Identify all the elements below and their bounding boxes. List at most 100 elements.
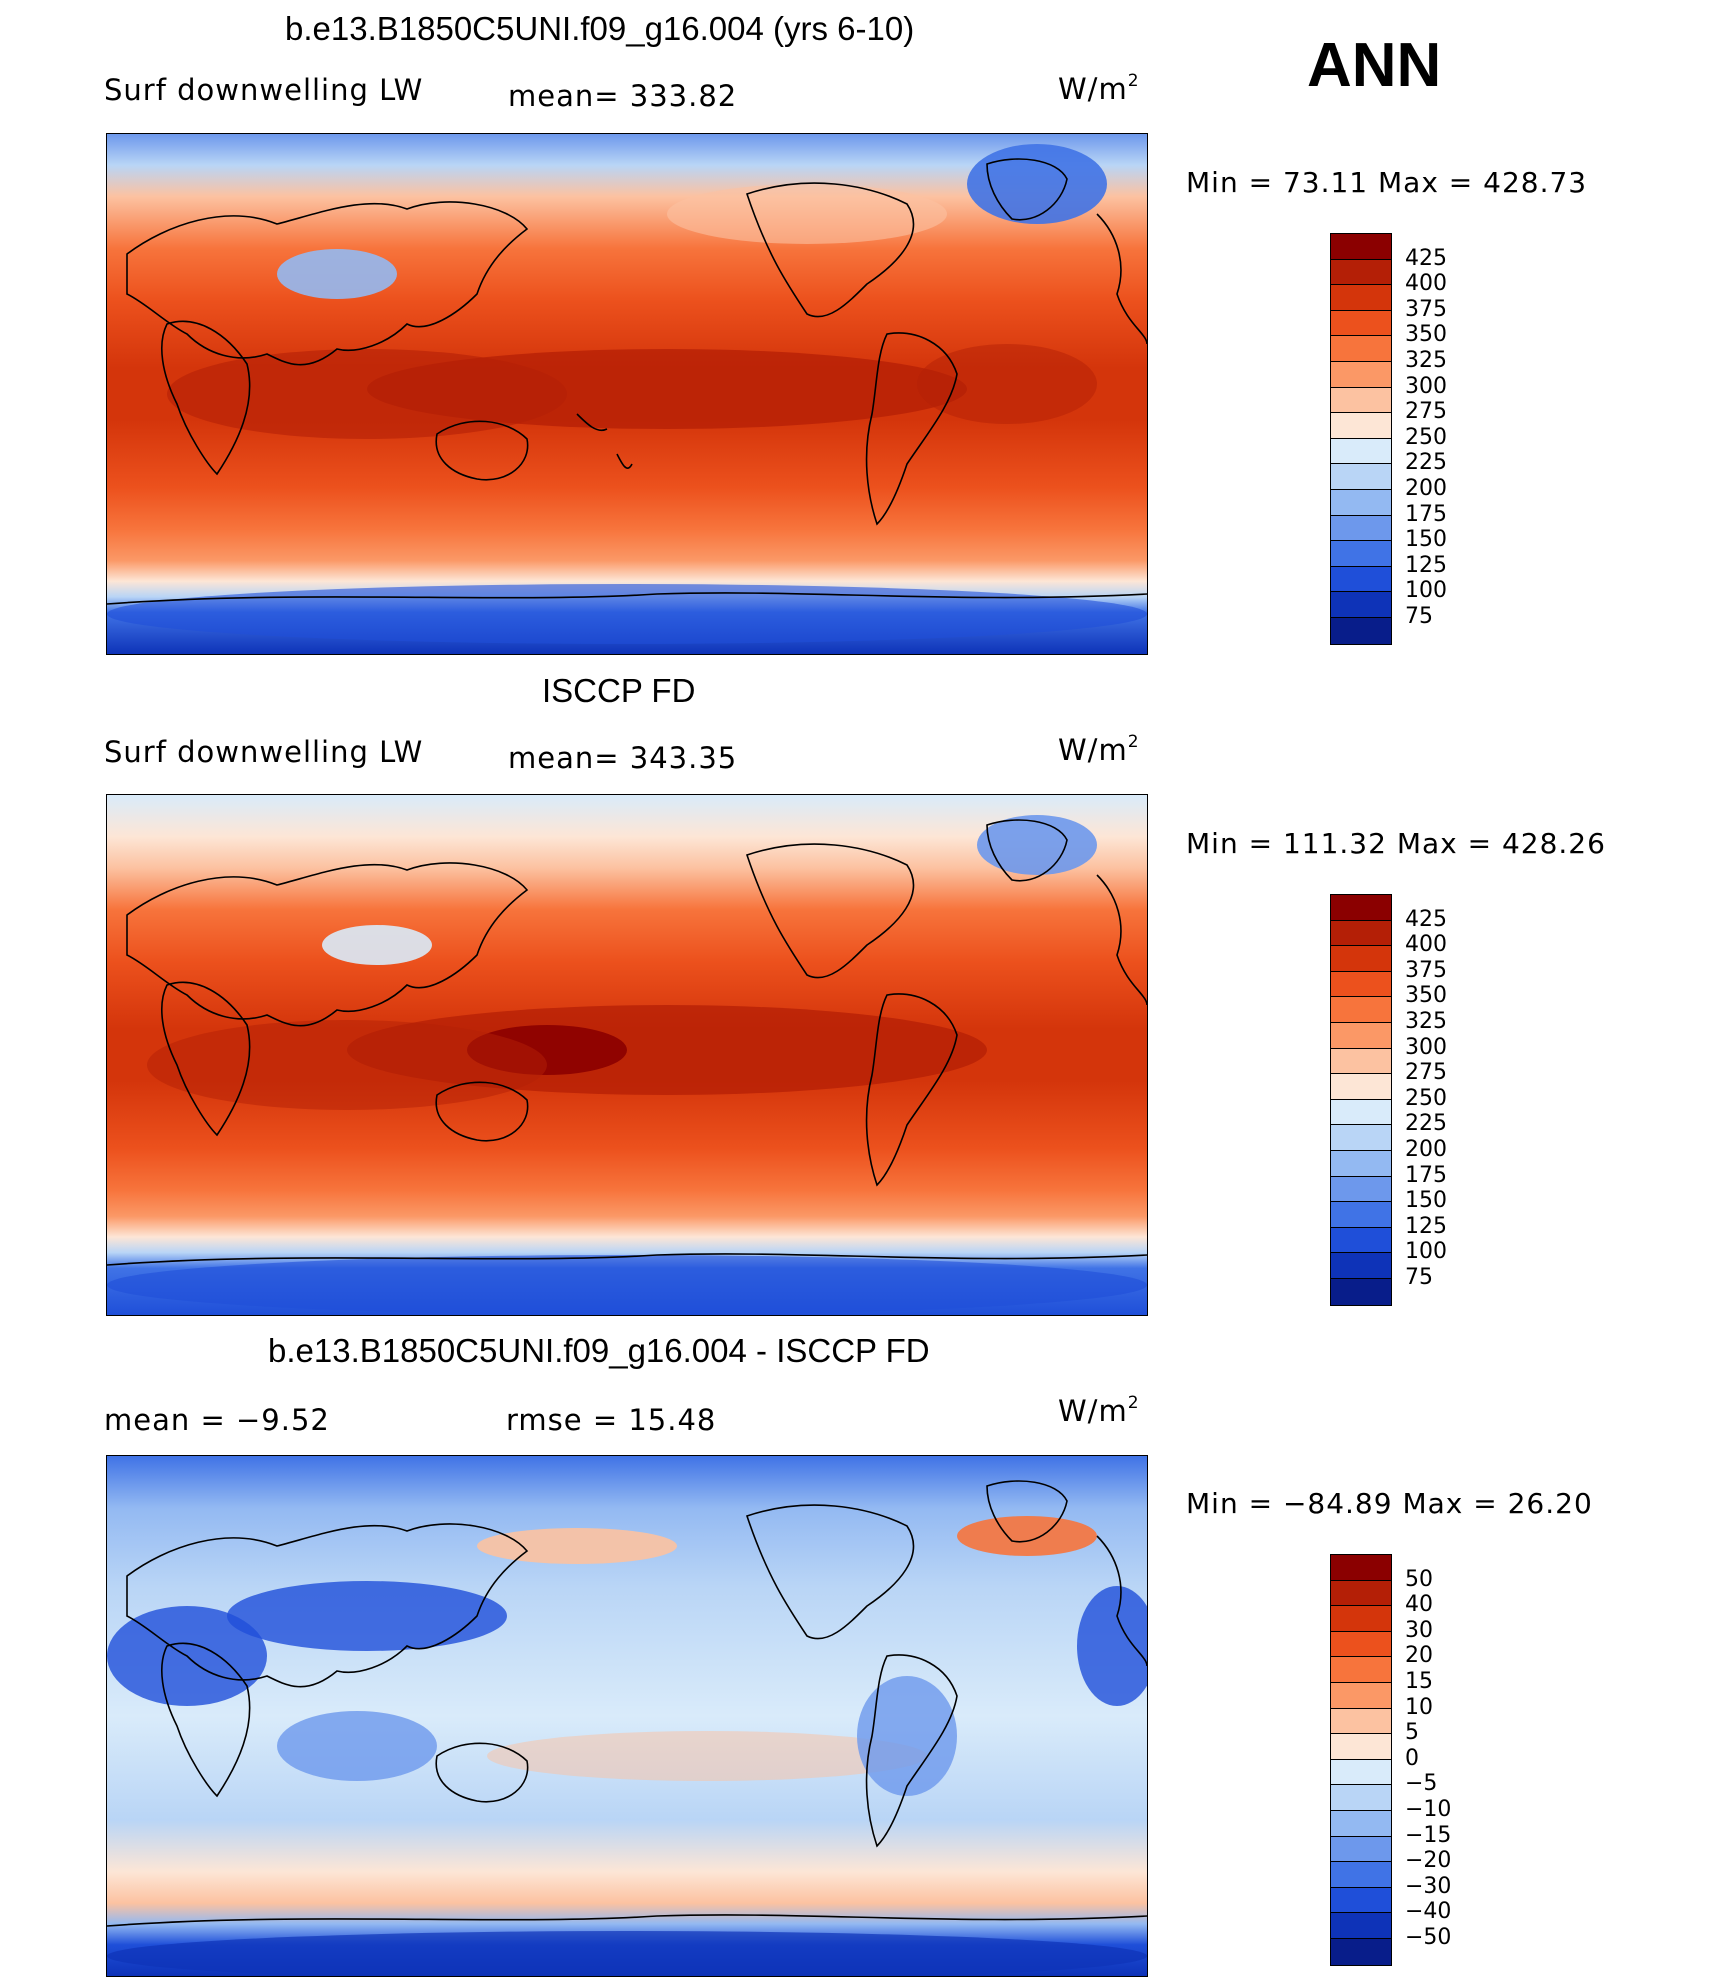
colorbar-swatch xyxy=(1331,1227,1391,1254)
colorbar-tick-label: −10 xyxy=(1405,1797,1452,1822)
colorbar-swatch xyxy=(1331,566,1391,593)
colorbar-tick-label: 150 xyxy=(1405,527,1447,553)
colorbar-swatch xyxy=(1331,285,1391,311)
colorbar-tick-label: 30 xyxy=(1405,1617,1433,1643)
colorbar-swatch xyxy=(1331,1708,1391,1735)
colorbar-swatch xyxy=(1331,946,1391,972)
colorbar-tick-label: 200 xyxy=(1405,476,1447,501)
colorbar-tick-label: 5 xyxy=(1405,1720,1419,1746)
panel3-minmax: Min = −84.89 Max = 26.20 xyxy=(1186,1487,1593,1520)
colorbar-tick-label: −30 xyxy=(1405,1873,1452,1899)
colorbar-tick-label: 425 xyxy=(1405,245,1447,271)
colorbar-tick-label: −40 xyxy=(1405,1899,1452,1925)
colorbar-tick-label: 15 xyxy=(1405,1669,1433,1694)
colorbar-swatch xyxy=(1331,1938,1391,1965)
colorbar-tick-label: 150 xyxy=(1405,1188,1447,1214)
colorbar-swatch xyxy=(1331,413,1391,439)
colorbar-swatch xyxy=(1331,1913,1391,1939)
colorbar-tick-label: 425 xyxy=(1405,906,1447,932)
colorbar-swatch xyxy=(1331,361,1391,388)
colorbar-swatch xyxy=(1331,1862,1391,1888)
panel3-rmse-label: rmse = 15.48 xyxy=(506,1403,717,1437)
colorbar-tick-label: 100 xyxy=(1405,578,1447,604)
colorbar-tick-label: 250 xyxy=(1405,424,1447,450)
colorbar-tick-label: 175 xyxy=(1405,1162,1447,1188)
colorbar-tick-label: 10 xyxy=(1405,1694,1433,1720)
colorbar-tick-label: 250 xyxy=(1405,1085,1447,1111)
colorbar-tick-label: 40 xyxy=(1405,1592,1433,1618)
colorbar-swatch xyxy=(1331,1785,1391,1811)
colorbar-swatch xyxy=(1331,310,1391,337)
colorbar-swatch xyxy=(1331,1074,1391,1100)
colorbar-tick-label: 275 xyxy=(1405,1060,1447,1086)
colorbar-tick-label: 300 xyxy=(1405,1034,1447,1060)
panel3-colorbar xyxy=(1330,1554,1392,1966)
colorbar-tick-label: 375 xyxy=(1405,957,1447,983)
colorbar-tick-label: 225 xyxy=(1405,450,1447,476)
panel3-title: b.e13.B1850C5UNI.f09_g16.004 - ISCCP FD xyxy=(268,1332,930,1369)
colorbar-tick-label: 200 xyxy=(1405,1137,1447,1162)
colorbar-tick-label: 325 xyxy=(1405,348,1447,373)
colorbar-swatch xyxy=(1331,1836,1391,1863)
colorbar-swatch xyxy=(1331,387,1391,414)
colorbar-swatch xyxy=(1331,1022,1391,1049)
colorbar-swatch xyxy=(1331,1759,1391,1786)
colorbar-swatch xyxy=(1331,1176,1391,1203)
colorbar-swatch xyxy=(1331,617,1391,644)
panel2-title: ISCCP FD xyxy=(542,672,696,709)
colorbar-swatch xyxy=(1331,259,1391,286)
colorbar-swatch xyxy=(1331,489,1391,516)
colorbar-swatch xyxy=(1331,592,1391,618)
colorbar-swatch xyxy=(1331,1202,1391,1228)
colorbar-tick-label: −50 xyxy=(1405,1925,1452,1950)
colorbar-tick-label: 0 xyxy=(1405,1745,1419,1771)
panel2-mean-label: mean= 343.35 xyxy=(508,741,738,775)
colorbar-swatch xyxy=(1331,515,1391,542)
panel3-units: W/m2 xyxy=(1058,1393,1140,1428)
colorbar-tick-label: 20 xyxy=(1405,1643,1433,1669)
colorbar-tick-label: 375 xyxy=(1405,296,1447,322)
panel2-map xyxy=(106,794,1148,1316)
panel1-title: b.e13.B1850C5UNI.f09_g16.004 (yrs 6-10) xyxy=(285,10,915,47)
colorbar-tick-label: 300 xyxy=(1405,373,1447,399)
colorbar-tick-label: −20 xyxy=(1405,1848,1452,1874)
colorbar-tick-label: 400 xyxy=(1405,932,1447,958)
panel3-mean-label: mean = −9.52 xyxy=(104,1403,330,1437)
colorbar-tick-label: 100 xyxy=(1405,1239,1447,1265)
colorbar-swatch xyxy=(1331,1631,1391,1658)
colorbar-swatch xyxy=(1331,1048,1391,1075)
colorbar-swatch xyxy=(1331,1682,1391,1709)
colorbar-swatch xyxy=(1331,1555,1391,1581)
colorbar-swatch xyxy=(1331,1887,1391,1914)
colorbar-tick-label: 75 xyxy=(1405,604,1433,629)
colorbar-tick-label: 225 xyxy=(1405,1111,1447,1137)
panel2-variable-label: Surf downwelling LW xyxy=(104,735,424,769)
panel2-colorbar xyxy=(1330,894,1392,1306)
panel2-units: W/m2 xyxy=(1058,732,1140,767)
colorbar-swatch xyxy=(1331,920,1391,947)
colorbar-swatch xyxy=(1331,234,1391,260)
colorbar-swatch xyxy=(1331,1580,1391,1607)
colorbar-tick-label: 400 xyxy=(1405,271,1447,297)
season-label: ANN xyxy=(1307,31,1442,100)
colorbar-tick-label: 75 xyxy=(1405,1265,1433,1290)
panel1-units: W/m2 xyxy=(1058,71,1140,106)
colorbar-tick-label: 50 xyxy=(1405,1566,1433,1592)
colorbar-swatch xyxy=(1331,1657,1391,1683)
colorbar-swatch xyxy=(1331,1150,1391,1177)
colorbar-swatch xyxy=(1331,1125,1391,1151)
colorbar-swatch xyxy=(1331,895,1391,921)
colorbar-swatch xyxy=(1331,1810,1391,1837)
colorbar-swatch xyxy=(1331,1606,1391,1632)
panel1-mean-label: mean= 333.82 xyxy=(508,79,738,113)
colorbar-swatch xyxy=(1331,1734,1391,1760)
panel2-minmax: Min = 111.32 Max = 428.26 xyxy=(1186,827,1606,860)
colorbar-swatch xyxy=(1331,1253,1391,1279)
colorbar-swatch xyxy=(1331,971,1391,998)
colorbar-tick-label: −15 xyxy=(1405,1822,1452,1848)
colorbar-swatch xyxy=(1331,541,1391,567)
colorbar-tick-label: 275 xyxy=(1405,399,1447,425)
colorbar-swatch xyxy=(1331,438,1391,465)
colorbar-tick-label: 175 xyxy=(1405,501,1447,527)
colorbar-swatch xyxy=(1331,336,1391,362)
